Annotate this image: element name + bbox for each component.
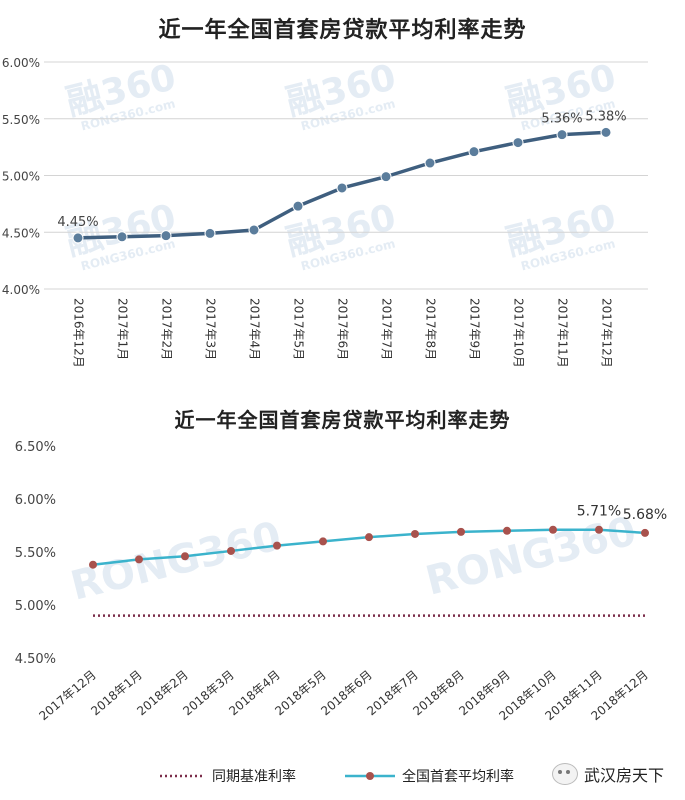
legend-label-average: 全国首套平均利率 bbox=[402, 768, 514, 785]
y-tick-label: 4.50% bbox=[15, 652, 56, 667]
legend-marker-average bbox=[366, 772, 374, 780]
x-tick-label: 2017年5月 bbox=[292, 298, 306, 360]
footer-brand: 武汉房天下 bbox=[552, 760, 682, 788]
x-tick-label: 2016年12月 bbox=[72, 298, 86, 368]
data-point bbox=[600, 126, 612, 138]
legend-label-baseline: 同期基准利率 bbox=[212, 768, 296, 785]
y-tick-label: 6.50% bbox=[15, 440, 56, 455]
data-label: 5.68% bbox=[623, 507, 667, 523]
data-point bbox=[457, 527, 465, 536]
y-tick-label: 6.00% bbox=[15, 493, 56, 508]
watermark-0: RONG360 bbox=[66, 513, 285, 610]
data-point bbox=[248, 224, 260, 236]
data-point bbox=[595, 525, 603, 534]
y-tick-label: 4.00% bbox=[2, 283, 40, 297]
data-point bbox=[336, 182, 348, 194]
data-point bbox=[227, 546, 235, 555]
data-point bbox=[556, 129, 568, 141]
data-point bbox=[641, 528, 649, 537]
wechat-icon bbox=[552, 763, 578, 785]
data-point bbox=[380, 171, 392, 183]
x-tick-label: 2017年1月 bbox=[116, 298, 130, 360]
data-point bbox=[365, 533, 373, 542]
x-tick-label: 2017年7月 bbox=[380, 298, 394, 360]
watermark-1: RONG360 bbox=[421, 508, 640, 605]
data-point bbox=[292, 200, 304, 212]
data-point bbox=[181, 552, 189, 561]
y-tick-label: 5.00% bbox=[2, 170, 40, 184]
y-tick-label: 6.00% bbox=[2, 56, 40, 70]
y-tick-label: 5.50% bbox=[2, 113, 40, 127]
y-tick-label: 4.50% bbox=[2, 226, 40, 240]
data-point bbox=[72, 232, 84, 244]
chart-2-title: 近一年全国首套房贷款平均利率走势 bbox=[174, 408, 511, 432]
data-label: 5.36% bbox=[541, 112, 582, 127]
x-tick-label: 2017年2月 bbox=[160, 298, 174, 360]
x-tick-label: 2017年10月 bbox=[512, 298, 526, 368]
data-point bbox=[204, 227, 216, 239]
data-label: 5.38% bbox=[585, 109, 626, 124]
data-point bbox=[116, 231, 128, 243]
data-label: 5.71% bbox=[577, 504, 621, 520]
data-point bbox=[411, 529, 419, 538]
x-tick-label: 2017年4月 bbox=[248, 298, 262, 360]
x-tick-label: 2017年8月 bbox=[424, 298, 438, 360]
y-tick-label: 5.50% bbox=[15, 546, 56, 561]
data-label: 4.45% bbox=[57, 215, 98, 230]
x-tick-label: 2017年6月 bbox=[336, 298, 350, 360]
data-point bbox=[512, 137, 524, 149]
x-tick-label: 2017年12月 bbox=[600, 298, 614, 368]
x-tick-label: 2017年12月 bbox=[36, 668, 98, 724]
data-point bbox=[160, 230, 172, 242]
data-point bbox=[468, 146, 480, 158]
x-tick-label: 2017年3月 bbox=[204, 298, 218, 360]
y-tick-label: 5.00% bbox=[15, 599, 56, 614]
data-point bbox=[549, 525, 557, 534]
data-point bbox=[89, 560, 97, 569]
data-point bbox=[135, 555, 143, 564]
data-point bbox=[503, 526, 511, 535]
data-point bbox=[273, 541, 281, 550]
data-point bbox=[424, 157, 436, 169]
x-tick-label: 2017年9月 bbox=[468, 298, 482, 360]
chart-1-title: 近一年全国首套房贷款平均利率走势 bbox=[158, 18, 527, 43]
x-tick-label: 2017年11月 bbox=[556, 298, 570, 368]
data-point bbox=[319, 537, 327, 546]
footer-brand-label: 武汉房天下 bbox=[584, 766, 665, 785]
